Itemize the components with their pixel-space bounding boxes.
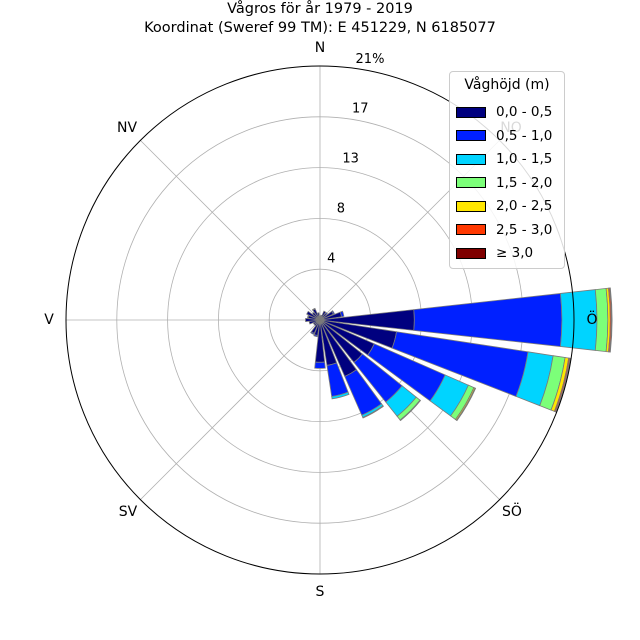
rose-bar-segment bbox=[609, 287, 613, 353]
legend-label: 2,5 - 3,0 bbox=[496, 221, 553, 238]
legend-swatch bbox=[456, 224, 486, 235]
rose-bar-segment bbox=[555, 357, 571, 413]
direction-label-nw: NV bbox=[117, 120, 137, 136]
grid-spoke bbox=[140, 319, 321, 500]
direction-label-s: S bbox=[316, 584, 325, 600]
legend-swatch bbox=[456, 200, 486, 212]
rose-bar-segment bbox=[339, 310, 345, 318]
legend: Våghöjd (m) 0,0 - 0,5 0,5 - 1,0 1,0 - 1,5 1… bbox=[449, 71, 565, 269]
radial-tick-label: 13 bbox=[342, 152, 359, 167]
legend-swatch bbox=[456, 106, 486, 118]
rose-bar-segment bbox=[399, 399, 422, 422]
direction-label-sw: SV bbox=[119, 504, 138, 520]
direction-label-e: Ö bbox=[586, 310, 597, 328]
legend-label: 1,0 - 1,5 bbox=[496, 151, 553, 167]
rose-bar-segment bbox=[331, 391, 350, 400]
legend-label: 0,5 - 1,0 bbox=[496, 127, 553, 144]
rose-bar-segment bbox=[311, 311, 321, 321]
rose-bar-segment bbox=[324, 311, 329, 316]
legend-entry: 0,0 - 0,5 bbox=[456, 102, 552, 122]
rose-bar-segment bbox=[362, 405, 384, 419]
legend-title: Våghöjd (m) bbox=[464, 77, 550, 93]
legend-label: 0,0 - 0,5 bbox=[496, 104, 553, 120]
radial-tick-label: 4 bbox=[327, 251, 335, 266]
radial-tick-label: 17 bbox=[352, 102, 369, 117]
rose-bar-segment bbox=[316, 312, 321, 321]
rose-bar-segment bbox=[314, 361, 326, 369]
legend-swatch bbox=[456, 247, 486, 259]
grid-spoke bbox=[140, 140, 321, 321]
chart-title: Vågros för år 1979 - 2019 Koordinat (Swe… bbox=[0, 0, 640, 38]
legend-swatch bbox=[456, 130, 486, 141]
rose-bar-segment bbox=[308, 319, 321, 325]
radial-tick-label: 8 bbox=[337, 201, 345, 216]
legend-entry: 1,0 - 1,5 bbox=[456, 149, 552, 169]
legend-label: 1,5 - 2,0 bbox=[496, 174, 553, 191]
legend-swatch bbox=[456, 153, 486, 165]
legend-label: ≥ 3,0 bbox=[496, 245, 534, 261]
rose-bar-segment bbox=[306, 314, 310, 319]
rose-bar-segment bbox=[310, 331, 315, 335]
radial-tick-label: 21% bbox=[356, 52, 385, 67]
legend-entry: 2,5 - 3,0 bbox=[456, 220, 552, 240]
rose-bar-segment bbox=[455, 387, 477, 422]
legend-entry: ≥ 3,0 bbox=[456, 243, 533, 263]
radial-tick-labels: 4 8 13 17 21% bbox=[327, 52, 384, 266]
legend-swatch bbox=[456, 177, 486, 188]
rose-bar-segment bbox=[305, 317, 321, 323]
rose-bar-segment bbox=[331, 310, 335, 315]
direction-label-n: N bbox=[315, 40, 325, 56]
chart-title-line1: Vågros för år 1979 - 2019 bbox=[227, 1, 413, 17]
rose-bar-segment bbox=[306, 310, 321, 321]
legend-entry: 1,5 - 2,0 bbox=[456, 173, 552, 193]
wave-rose-bars bbox=[305, 287, 613, 422]
direction-label-se: SÖ bbox=[502, 502, 522, 520]
rose-bar-segment bbox=[311, 307, 316, 311]
chart-title-line2: Koordinat (Sweref 99 TM): E 451229, N 61… bbox=[144, 20, 496, 36]
rose-bar-segment bbox=[313, 334, 319, 338]
legend-label: 2,0 - 2,5 bbox=[496, 198, 553, 214]
outer-boundary bbox=[65, 65, 575, 575]
legend-entry: 0,5 - 1,0 bbox=[456, 126, 552, 146]
direction-label-w: V bbox=[44, 312, 54, 328]
legend-entry: 2,0 - 2,5 bbox=[456, 196, 552, 216]
